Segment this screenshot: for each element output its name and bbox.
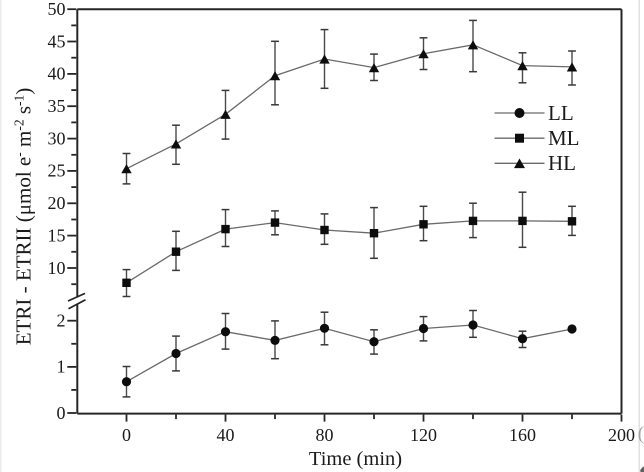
svg-text:LL: LL xyxy=(548,101,574,125)
svg-text:120: 120 xyxy=(410,425,437,445)
svg-text:20: 20 xyxy=(48,193,66,213)
svg-text:50: 50 xyxy=(48,0,66,19)
svg-text:10: 10 xyxy=(48,258,66,278)
svg-text:15: 15 xyxy=(48,225,66,245)
svg-text:(: ( xyxy=(638,424,644,445)
svg-text:Time (min): Time (min) xyxy=(309,448,402,470)
svg-text:ML: ML xyxy=(548,126,580,150)
svg-text:80: 80 xyxy=(316,425,334,445)
svg-text:200: 200 xyxy=(608,425,635,445)
svg-text:0: 0 xyxy=(57,403,66,423)
svg-text:25: 25 xyxy=(48,161,66,181)
svg-text:160: 160 xyxy=(509,425,536,445)
svg-text:45: 45 xyxy=(48,31,66,51)
svg-text:40: 40 xyxy=(48,64,66,84)
svg-text:1: 1 xyxy=(57,357,66,377)
svg-text:0: 0 xyxy=(122,425,131,445)
svg-text:ETRI - ETRII (μmol e- m-2 s-1): ETRI - ETRII (μmol e- m-2 s-1) xyxy=(12,88,36,346)
svg-text:2: 2 xyxy=(57,311,66,331)
svg-text:40: 40 xyxy=(217,425,235,445)
svg-text:HL: HL xyxy=(548,151,576,175)
svg-text:35: 35 xyxy=(48,96,66,116)
svg-text:30: 30 xyxy=(48,128,66,148)
